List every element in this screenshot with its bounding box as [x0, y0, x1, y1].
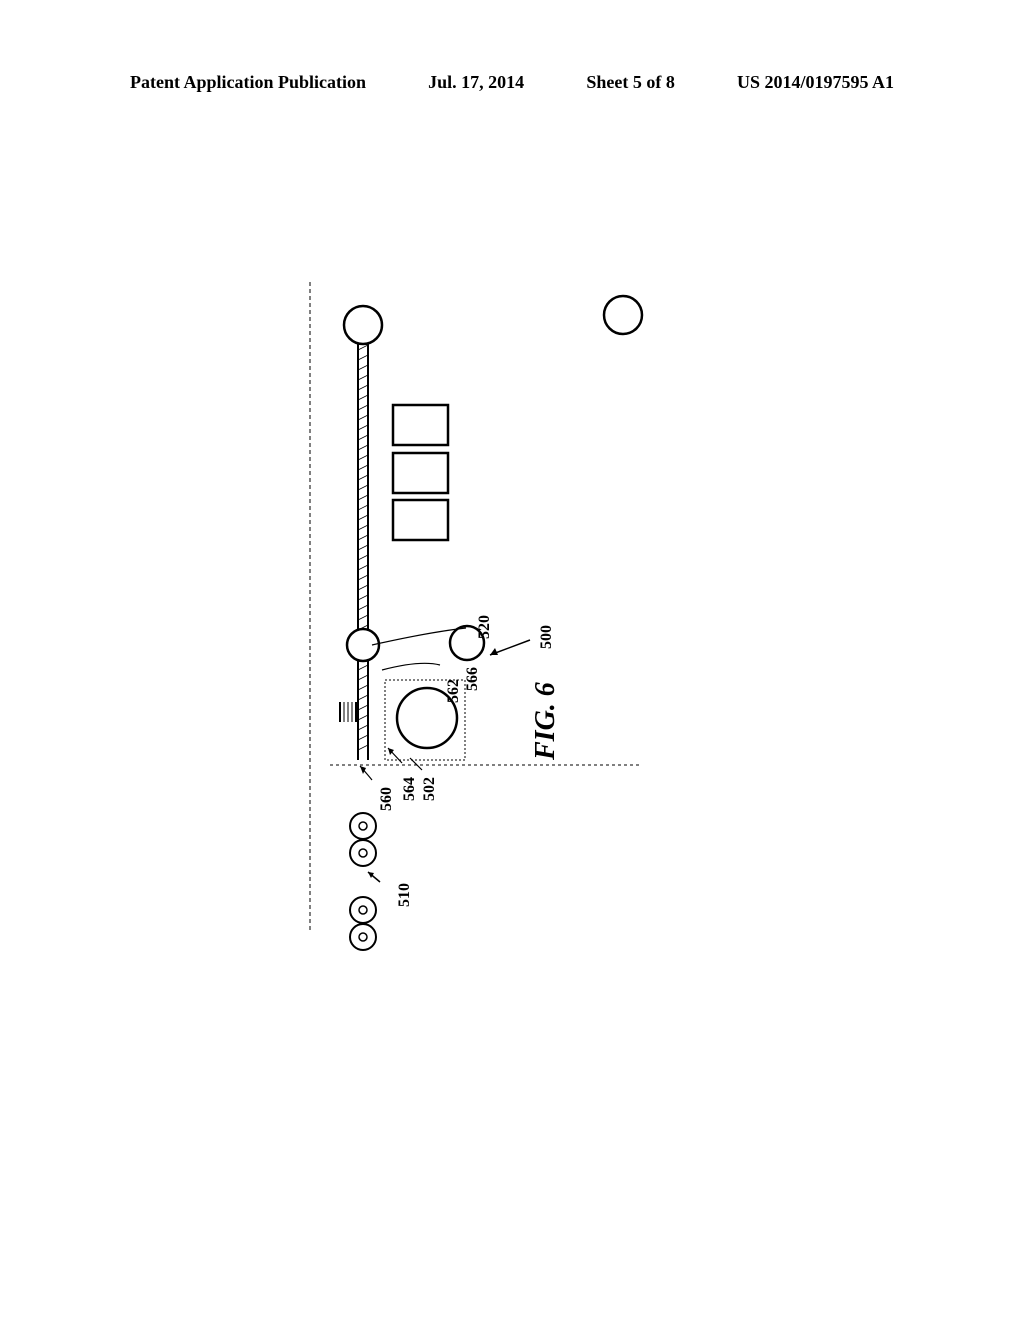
- ref-500: 500: [538, 625, 556, 649]
- ref-566: 566: [464, 667, 482, 691]
- ref-562: 562: [445, 679, 463, 703]
- publication-number: US 2014/0197595 A1: [737, 72, 894, 93]
- ref-502: 502: [421, 777, 439, 801]
- ref-510: 510: [396, 883, 414, 907]
- sheet-number: Sheet 5 of 8: [586, 72, 675, 93]
- ref-520: 520: [476, 615, 494, 639]
- figure-container: 500 502 510 520 560 562 564 566 FIG. 6: [0, 250, 1024, 1050]
- patent-figure-svg: [0, 250, 1024, 1050]
- publication-type: Patent Application Publication: [130, 72, 366, 93]
- page-header: Patent Application Publication Jul. 17, …: [0, 72, 1024, 93]
- publication-date: Jul. 17, 2014: [428, 72, 524, 93]
- ref-560: 560: [378, 787, 396, 811]
- figure-label: FIG. 6: [530, 682, 562, 760]
- ref-564: 564: [401, 777, 419, 801]
